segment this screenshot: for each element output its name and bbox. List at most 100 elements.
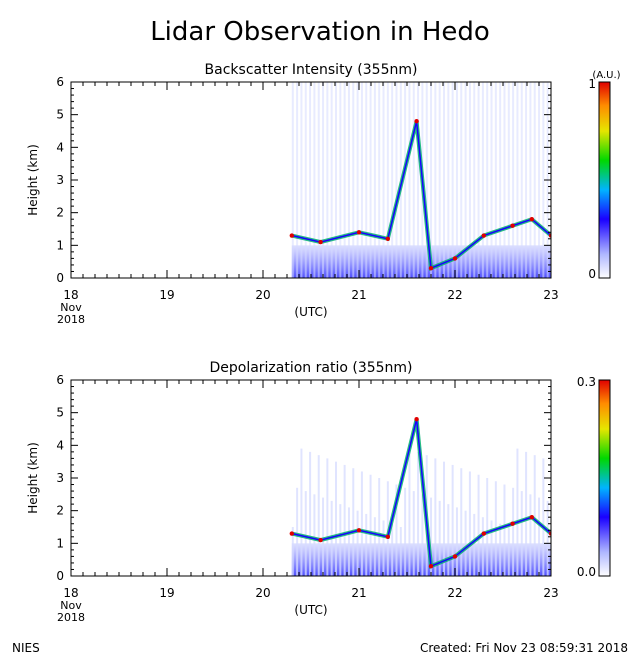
signal-streak bbox=[477, 474, 480, 576]
signal-streak bbox=[434, 82, 437, 278]
signal-streak bbox=[296, 487, 299, 576]
signal-streak bbox=[335, 82, 337, 278]
signal-streak bbox=[520, 491, 523, 576]
signal-streak bbox=[520, 82, 523, 278]
signal-streak bbox=[343, 464, 346, 576]
cloud-point bbox=[385, 534, 390, 539]
footer-org: NIES bbox=[12, 641, 40, 655]
signal-streak bbox=[296, 82, 299, 278]
signal-streak bbox=[365, 82, 368, 278]
y-tick-label: 1 bbox=[56, 536, 64, 550]
cloud-point bbox=[289, 233, 294, 238]
signal-streak bbox=[304, 82, 307, 278]
signal-streak bbox=[330, 82, 333, 278]
signal-streak bbox=[347, 82, 350, 278]
signal-streak bbox=[373, 517, 376, 576]
signal-streak bbox=[373, 82, 376, 278]
signal-streak bbox=[460, 82, 463, 278]
signal-streak bbox=[300, 82, 303, 278]
signal-streak bbox=[516, 448, 519, 576]
y-tick-label: 2 bbox=[56, 206, 64, 220]
signal-streak bbox=[538, 497, 541, 576]
x-tick-label: 20 bbox=[255, 586, 270, 600]
cloud-point bbox=[414, 119, 419, 124]
panel-title: Depolarization ratio (355nm) bbox=[209, 360, 412, 376]
signal-streak bbox=[481, 517, 484, 576]
signal-streak bbox=[468, 471, 471, 576]
signal-streak bbox=[404, 487, 407, 576]
signal-streak bbox=[417, 82, 420, 278]
cloud-point bbox=[510, 223, 515, 228]
x-tick-label: 19 bbox=[159, 288, 174, 302]
x-tick-label: 20 bbox=[255, 288, 270, 302]
signal-streak bbox=[425, 82, 428, 278]
signal-streak bbox=[477, 82, 480, 278]
signal-streak bbox=[347, 507, 350, 576]
signal-streak bbox=[499, 523, 502, 576]
x-tick-label: 23 bbox=[543, 288, 558, 302]
signal-streak bbox=[542, 82, 545, 278]
signal-streak bbox=[382, 82, 385, 278]
signal-streak bbox=[464, 510, 467, 576]
signal-streak bbox=[412, 491, 415, 576]
cloud-point bbox=[428, 564, 434, 569]
cloud-point bbox=[428, 266, 434, 271]
y-tick-label: 1 bbox=[56, 238, 64, 252]
signal-streak bbox=[430, 497, 433, 576]
panel-title: Backscatter Intensity (355nm) bbox=[205, 62, 418, 78]
signal-streak bbox=[412, 82, 415, 278]
signal-streak bbox=[339, 504, 342, 576]
cloud-point bbox=[318, 537, 323, 543]
signal-streak bbox=[335, 461, 337, 576]
signal-streak bbox=[309, 451, 312, 576]
signal-streak bbox=[490, 82, 493, 278]
signal-streak bbox=[538, 82, 541, 278]
signal-streak bbox=[352, 82, 355, 278]
signal-streak bbox=[533, 455, 536, 576]
signal-streak bbox=[326, 458, 329, 576]
signal-streak bbox=[404, 82, 407, 278]
signal-streak bbox=[486, 82, 489, 278]
y-axis-label: Height (km) bbox=[26, 442, 40, 513]
signal-streak bbox=[421, 494, 424, 576]
x-tick-label: 23 bbox=[543, 586, 558, 600]
signal-streak bbox=[443, 82, 445, 278]
colorbar-unit: (A.U.) bbox=[592, 70, 620, 81]
signal-streak bbox=[542, 458, 545, 576]
signal-streak bbox=[451, 82, 454, 278]
signal-streak bbox=[313, 82, 316, 278]
signal-streak bbox=[365, 513, 368, 576]
data-field bbox=[289, 82, 551, 278]
y-tick-label: 4 bbox=[56, 140, 64, 154]
signal-streak bbox=[356, 510, 359, 576]
cloud-point bbox=[356, 528, 362, 533]
colorbar bbox=[598, 81, 611, 279]
signal-streak bbox=[304, 491, 307, 576]
signal-streak bbox=[481, 82, 484, 278]
signal-streak bbox=[382, 520, 385, 576]
signal-streak bbox=[291, 82, 294, 278]
signal-streak bbox=[395, 82, 398, 278]
signal-streak bbox=[322, 82, 325, 278]
y-tick-label: 5 bbox=[56, 108, 64, 122]
signal-streak bbox=[516, 82, 519, 278]
x-tick-label: 18 bbox=[63, 586, 78, 600]
signal-streak bbox=[473, 82, 476, 278]
signal-streak bbox=[369, 474, 372, 576]
signal-streak bbox=[386, 82, 389, 278]
signal-streak bbox=[378, 82, 381, 278]
x-tick-label: 21 bbox=[351, 586, 366, 600]
signal-streak bbox=[352, 468, 355, 576]
x-tick-label: 22 bbox=[447, 288, 462, 302]
cloud-point bbox=[481, 233, 486, 238]
signal-streak bbox=[317, 455, 320, 576]
signal-streak bbox=[525, 451, 528, 576]
signal-streak bbox=[455, 82, 458, 278]
signal-streak bbox=[447, 82, 450, 278]
signal-streak bbox=[438, 82, 441, 278]
cloud-point bbox=[289, 531, 294, 536]
signal-streak bbox=[546, 500, 549, 576]
signal-streak bbox=[309, 82, 312, 278]
cloud-point bbox=[529, 217, 534, 222]
signal-streak bbox=[490, 520, 493, 576]
